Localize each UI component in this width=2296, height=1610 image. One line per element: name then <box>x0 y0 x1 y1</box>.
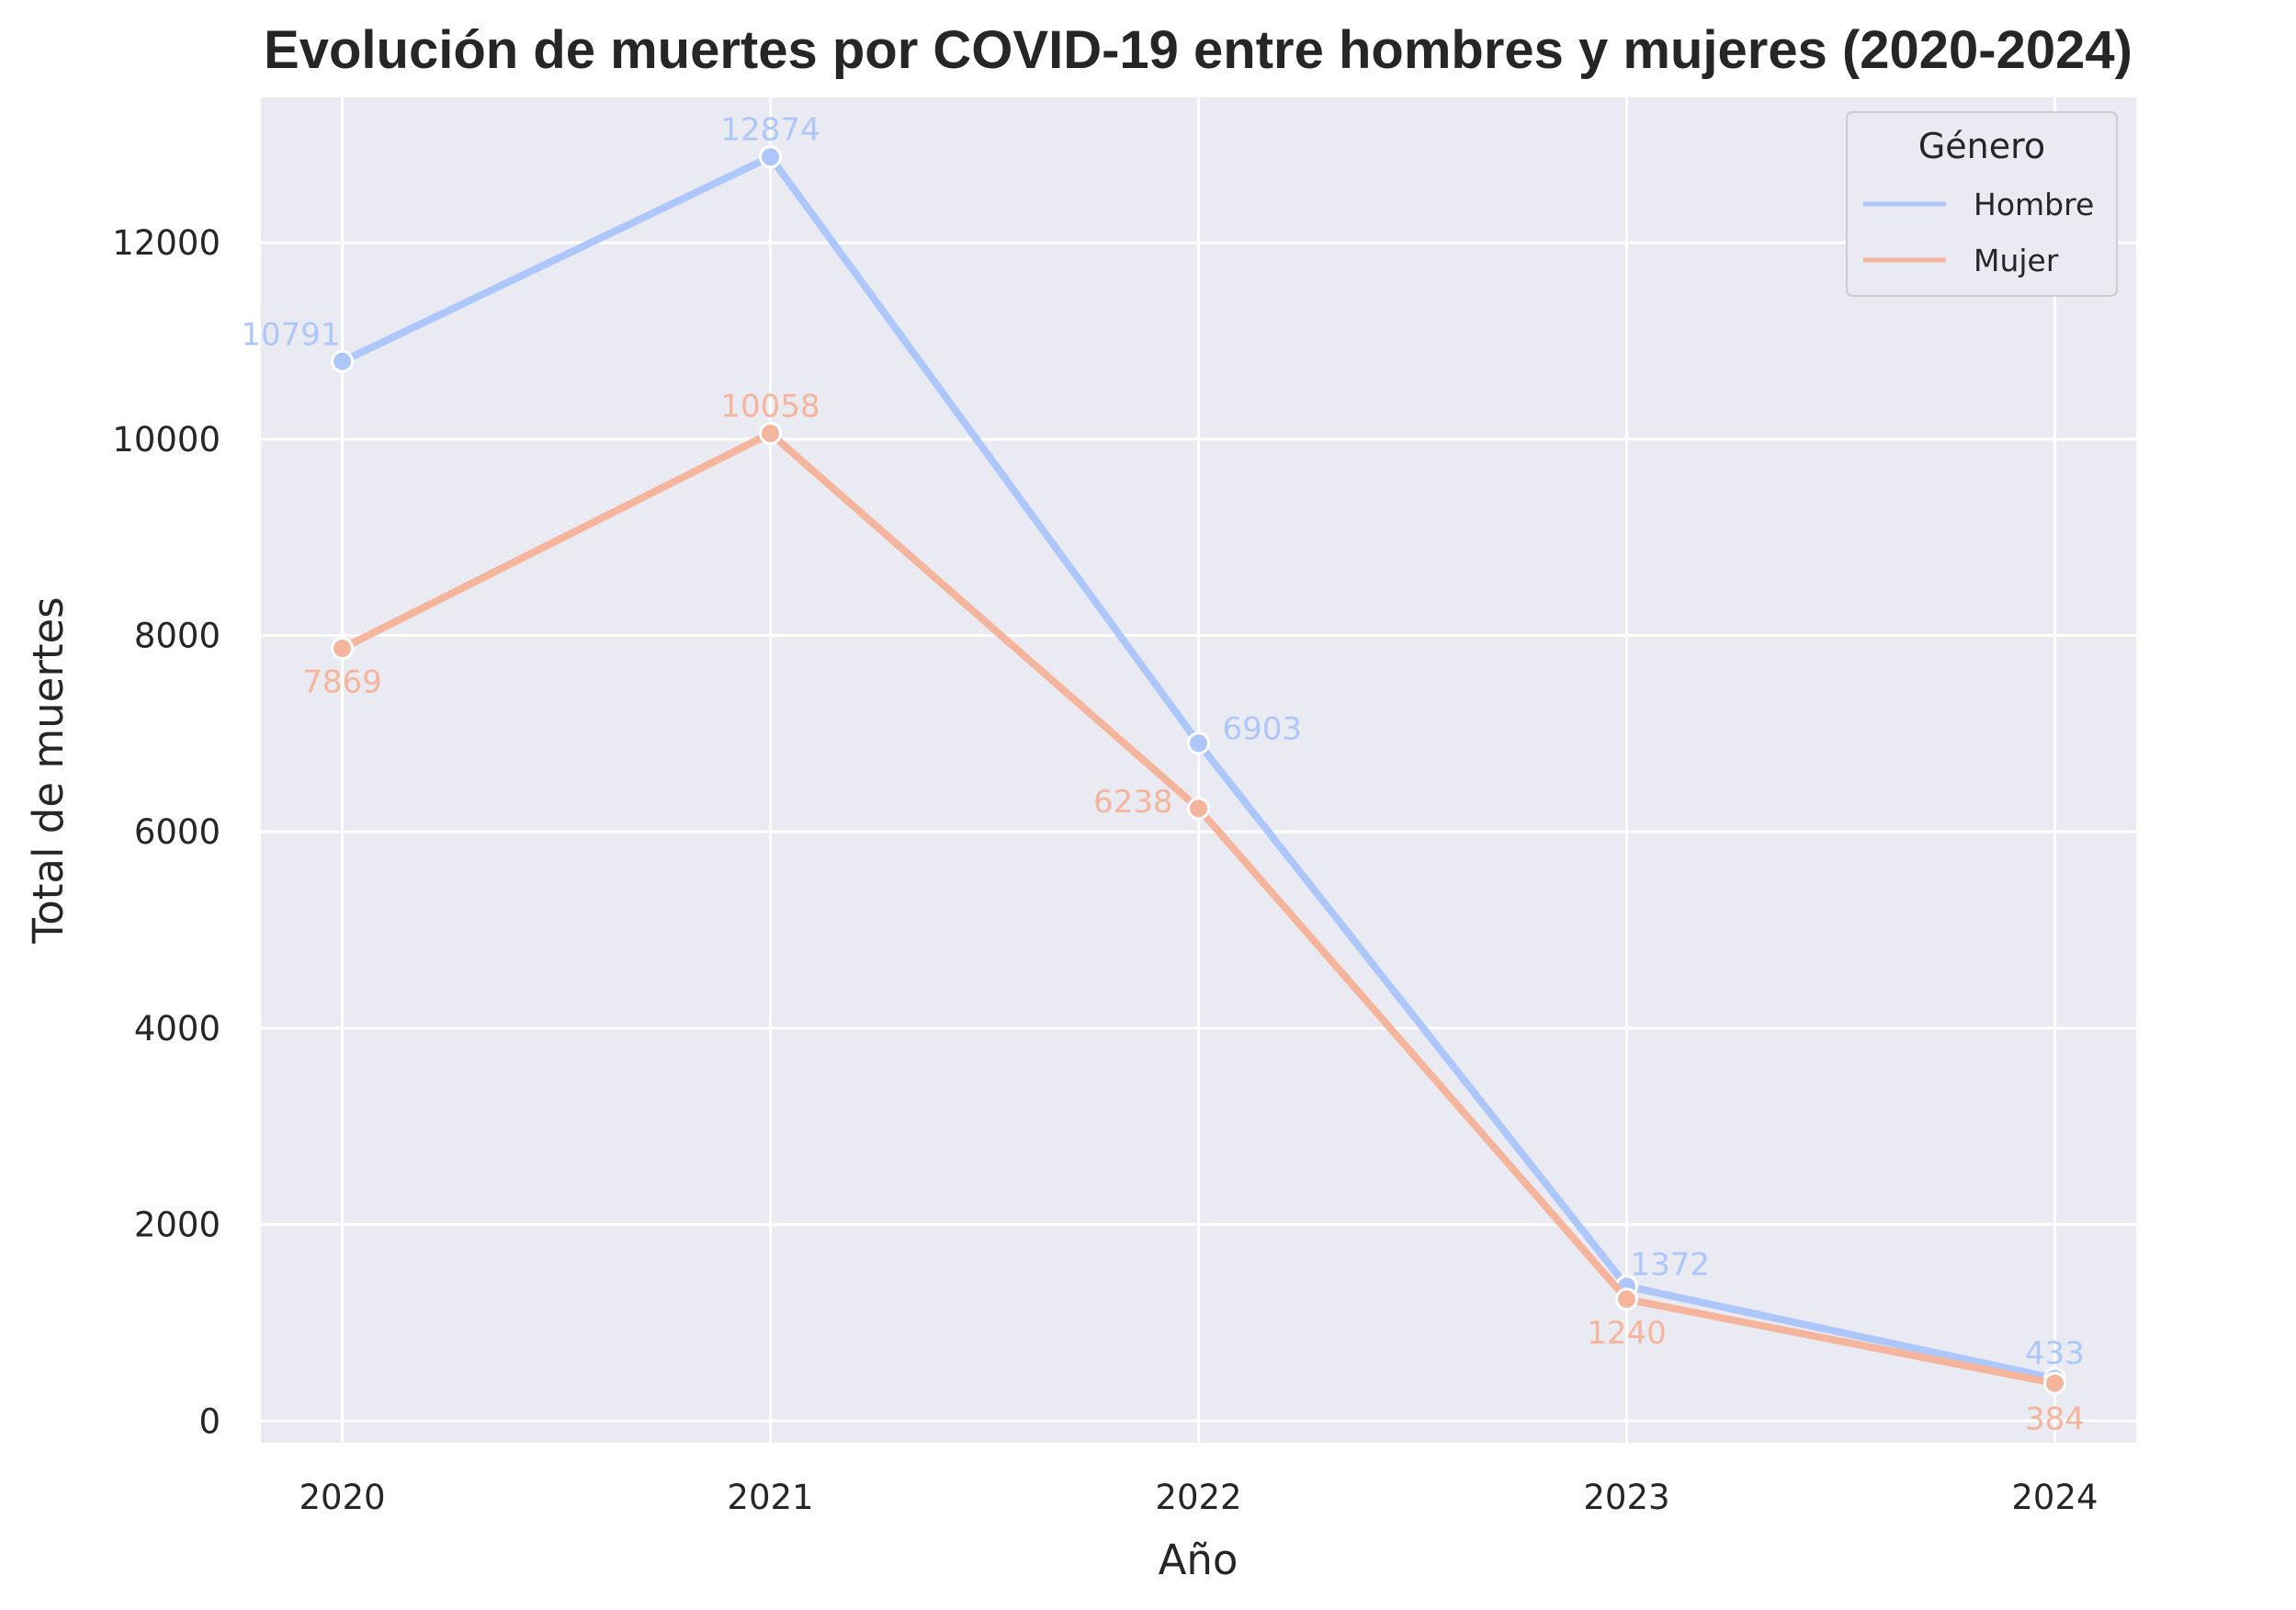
data-point-mujer <box>1187 797 1210 821</box>
data-label-hombre: 6903 <box>1223 711 1303 748</box>
chart-title: Evolución de muertes por COVID-19 entre … <box>264 20 2132 80</box>
y-tick-label: 2000 <box>134 1206 221 1245</box>
x-axis-ticks: 2020 2021 2022 2023 2024 <box>299 1478 2098 1517</box>
data-point-mujer <box>1614 1287 1638 1311</box>
data-label-hombre: 12874 <box>720 112 820 149</box>
x-tick-label: 2024 <box>2011 1478 2098 1517</box>
legend-label-hombre: Hombre <box>1974 187 2094 222</box>
data-point-hombre <box>1187 731 1210 755</box>
y-axis-ticks: 0 2000 4000 6000 8000 10000 12000 <box>112 223 221 1441</box>
data-label-mujer: 1240 <box>1587 1315 1667 1352</box>
data-point-mujer <box>2042 1371 2066 1395</box>
y-tick-label: 10000 <box>112 420 221 459</box>
legend-box <box>1846 111 2118 297</box>
grid <box>261 97 2136 1443</box>
y-tick-label: 8000 <box>134 617 221 656</box>
data-point-mujer <box>759 422 783 446</box>
x-tick-label: 2023 <box>1583 1478 1669 1517</box>
legend-label-mujer: Mujer <box>1974 243 2059 278</box>
y-tick-label: 4000 <box>134 1009 221 1049</box>
data-label-hombre: 10791 <box>241 316 340 353</box>
data-label-mujer: 6238 <box>1093 784 1173 821</box>
data-label-hombre: 1372 <box>1630 1247 1710 1284</box>
data-point-hombre <box>331 349 355 373</box>
x-tick-label: 2020 <box>299 1478 385 1517</box>
y-tick-label: 6000 <box>134 812 221 852</box>
data-label-hombre: 433 <box>2025 1335 2085 1372</box>
series-layer <box>331 145 2066 1395</box>
y-tick-label: 0 <box>198 1401 221 1441</box>
x-tick-label: 2022 <box>1155 1478 1241 1517</box>
data-label-mujer: 10058 <box>720 389 820 425</box>
x-axis-label: Año <box>1159 1536 1238 1584</box>
data-label-mujer: 384 <box>2025 1400 2085 1437</box>
x-tick-label: 2021 <box>727 1478 813 1517</box>
data-point-mujer <box>331 637 355 661</box>
y-axis-label: Total de muertes <box>24 596 73 944</box>
data-labels: 10791 12874 6903 1372 433 7869 10058 6238 1240 38… <box>241 112 2085 1438</box>
legend-title: Género <box>1918 126 2045 166</box>
y-tick-label: 12000 <box>112 223 221 263</box>
data-point-hombre <box>759 145 783 169</box>
data-label-mujer: 7869 <box>302 664 382 701</box>
legend: Género Hombre Mujer <box>1846 111 2118 297</box>
